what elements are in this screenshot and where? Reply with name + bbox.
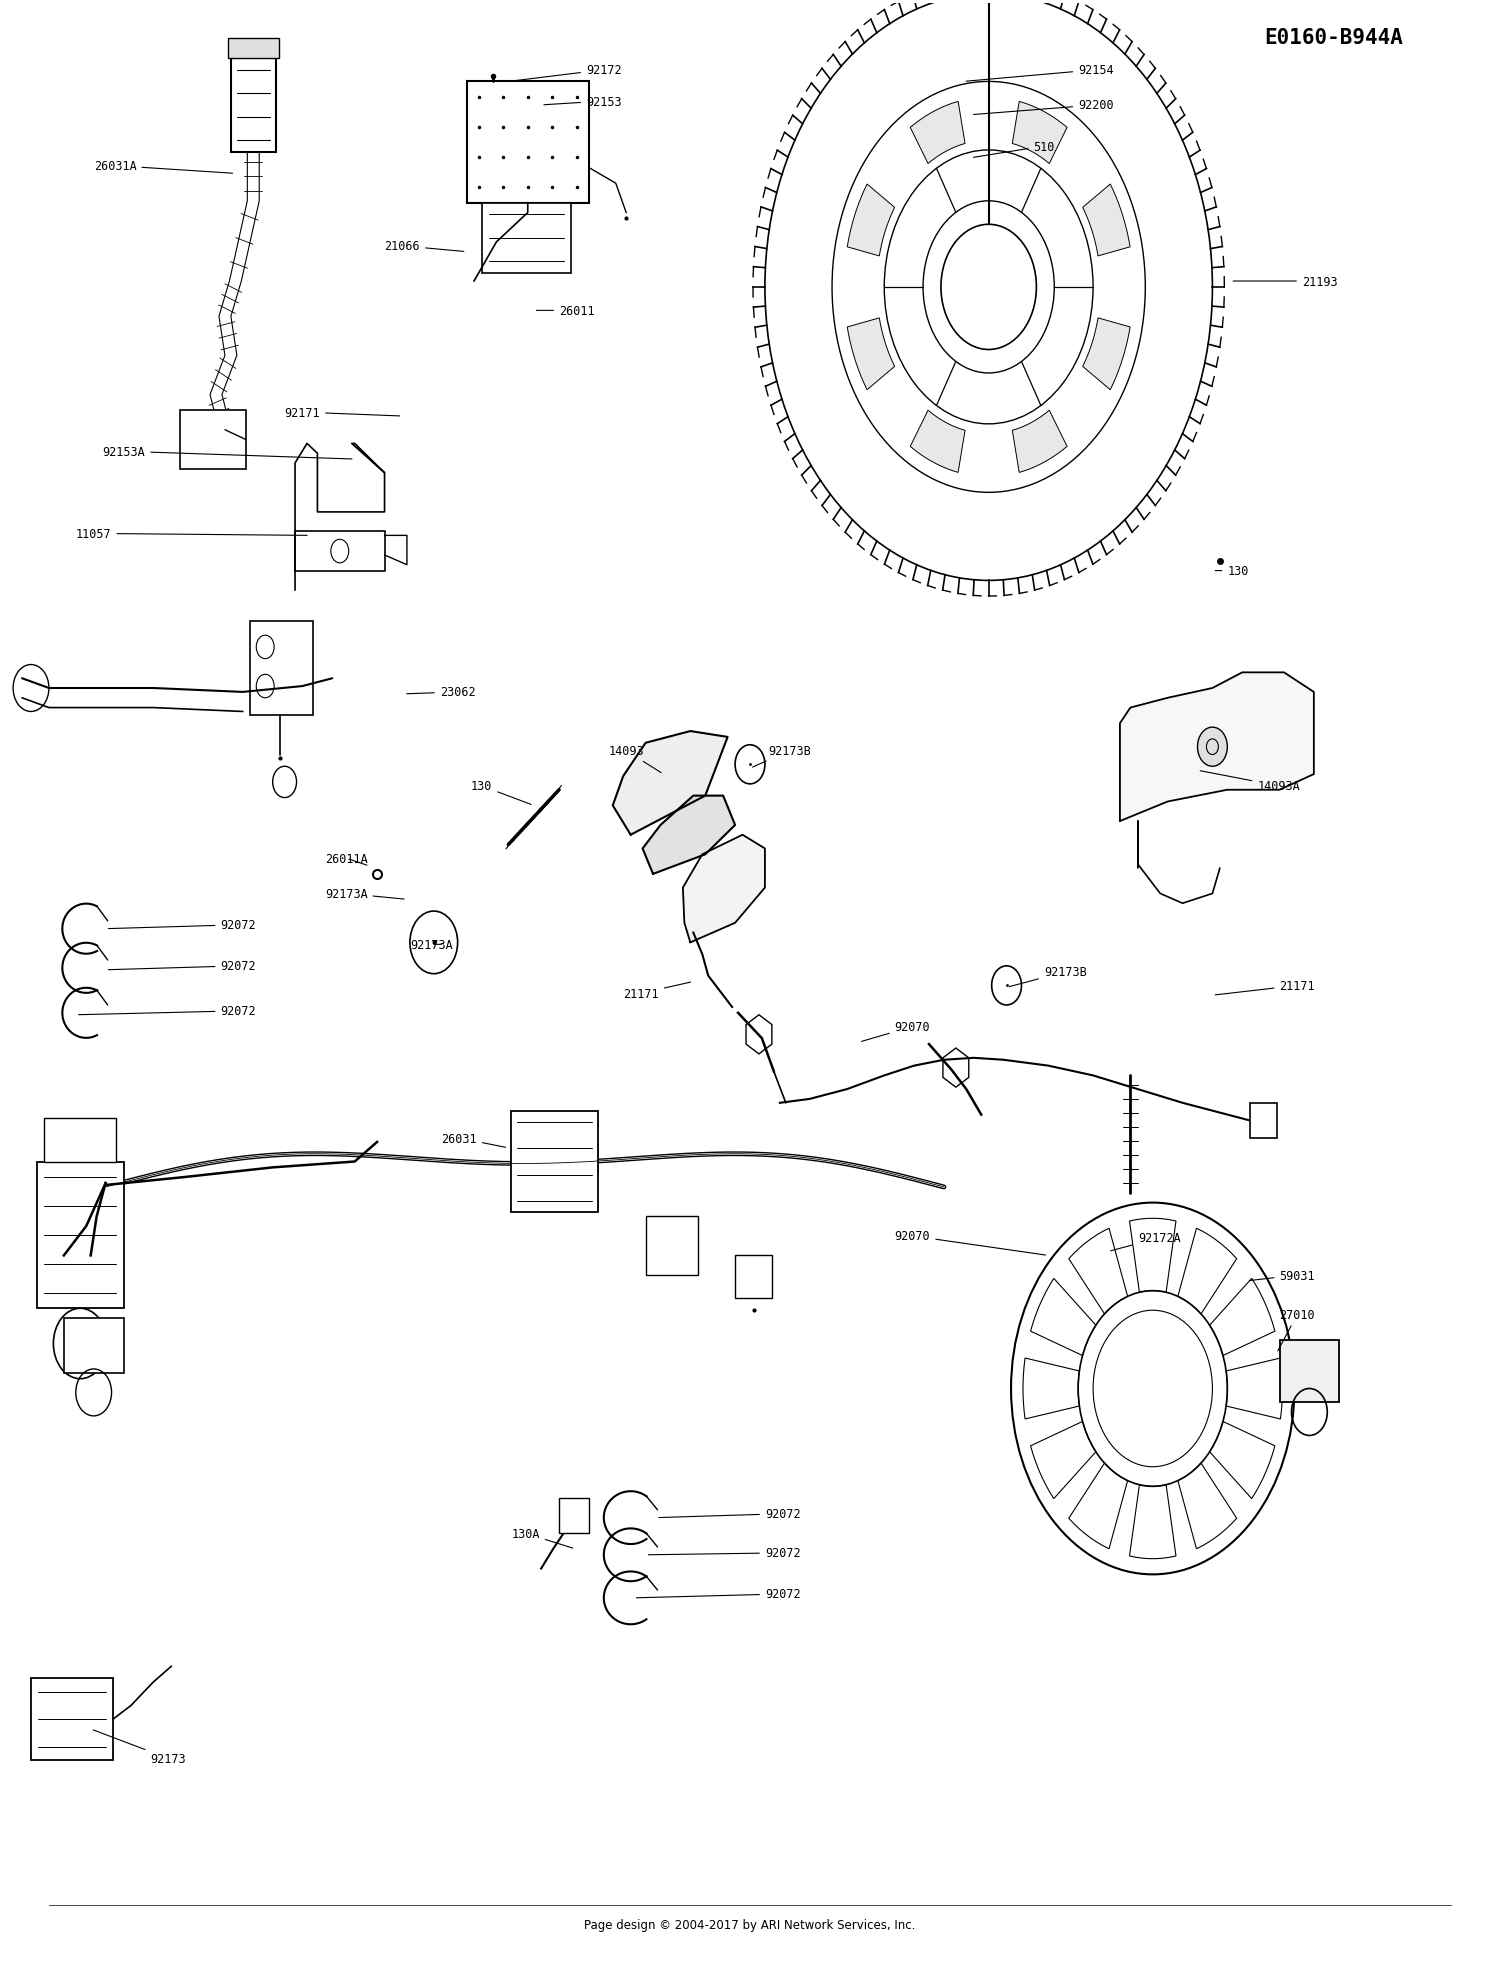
Text: 92173A: 92173A (410, 939, 453, 951)
Bar (251, 623, 314, 717)
Bar (64, 1318, 123, 1373)
Text: Page design © 2004-2017 by ARI Network Services, Inc.: Page design © 2004-2017 by ARI Network S… (585, 1919, 915, 1931)
Text: 26011: 26011 (537, 304, 594, 318)
Text: 14093: 14093 (609, 744, 662, 774)
Bar (560, 1499, 590, 1534)
Polygon shape (910, 102, 964, 165)
Circle shape (1197, 729, 1227, 766)
Polygon shape (1209, 1279, 1275, 1355)
Bar (231, 59, 276, 153)
Text: 92070: 92070 (894, 1229, 1046, 1255)
Text: 11057: 11057 (76, 528, 308, 540)
Polygon shape (1083, 318, 1130, 391)
Polygon shape (1023, 1359, 1080, 1420)
Text: 21066: 21066 (384, 240, 464, 253)
Bar (1250, 1104, 1276, 1139)
Polygon shape (1013, 102, 1066, 165)
Bar (180, 410, 246, 469)
Polygon shape (1178, 1229, 1236, 1314)
Polygon shape (1130, 1220, 1176, 1292)
Polygon shape (1178, 1463, 1236, 1550)
Bar (466, 82, 590, 204)
Text: 92072: 92072 (78, 1006, 256, 1017)
Polygon shape (847, 185, 894, 257)
Text: 21193: 21193 (1233, 275, 1338, 289)
Text: 92173B: 92173B (1010, 966, 1086, 988)
Polygon shape (1130, 1485, 1176, 1559)
Text: 26011A: 26011A (326, 852, 368, 866)
Text: E0160-B944A: E0160-B944A (1264, 27, 1404, 47)
Text: 21171: 21171 (622, 982, 690, 1000)
Text: 59031: 59031 (1250, 1269, 1316, 1282)
Bar (228, 39, 279, 59)
Text: 27010: 27010 (1278, 1308, 1316, 1351)
Polygon shape (1013, 410, 1066, 473)
Bar (512, 1112, 598, 1212)
Text: 92072: 92072 (108, 919, 256, 931)
Text: 23062: 23062 (406, 685, 476, 699)
Polygon shape (1070, 1463, 1128, 1550)
Polygon shape (1030, 1279, 1096, 1355)
Text: 92070: 92070 (861, 1021, 930, 1041)
Polygon shape (1070, 1229, 1128, 1314)
Polygon shape (847, 318, 894, 391)
Text: 14093A: 14093A (1200, 772, 1300, 793)
Text: 92072: 92072 (636, 1587, 801, 1601)
Text: 92173A: 92173A (326, 888, 404, 900)
Bar (45, 1119, 116, 1163)
Bar (645, 1216, 698, 1275)
Bar (1280, 1339, 1340, 1402)
Text: 130: 130 (1215, 566, 1248, 577)
Polygon shape (1030, 1422, 1096, 1499)
Text: 92072: 92072 (658, 1508, 801, 1520)
Text: 92072: 92072 (108, 960, 256, 972)
Polygon shape (1083, 185, 1130, 257)
Text: 130A: 130A (512, 1526, 573, 1548)
Text: 92173B: 92173B (753, 744, 810, 768)
Bar (38, 1163, 123, 1308)
Text: 92173: 92173 (93, 1730, 186, 1766)
Text: 92072: 92072 (648, 1546, 801, 1559)
Text: 92172A: 92172A (1110, 1231, 1180, 1251)
Text: 92153A: 92153A (102, 446, 352, 460)
Bar (735, 1255, 772, 1298)
Text: 92171: 92171 (285, 407, 399, 420)
Polygon shape (910, 410, 964, 473)
Text: 92172: 92172 (512, 65, 621, 82)
Polygon shape (642, 795, 735, 874)
Bar (32, 1677, 112, 1760)
Polygon shape (1226, 1359, 1282, 1420)
Text: 510: 510 (974, 141, 1054, 159)
Text: 92154: 92154 (966, 65, 1114, 82)
Text: 26031A: 26031A (93, 159, 232, 175)
Text: 21171: 21171 (1215, 980, 1316, 996)
Polygon shape (1120, 674, 1314, 821)
Text: 130: 130 (471, 780, 531, 805)
Polygon shape (614, 733, 728, 835)
Text: 92200: 92200 (974, 100, 1114, 116)
Text: 92153: 92153 (544, 96, 621, 108)
Polygon shape (1209, 1422, 1275, 1499)
Bar (482, 204, 572, 275)
Text: 26031: 26031 (441, 1131, 506, 1147)
Polygon shape (682, 835, 765, 943)
